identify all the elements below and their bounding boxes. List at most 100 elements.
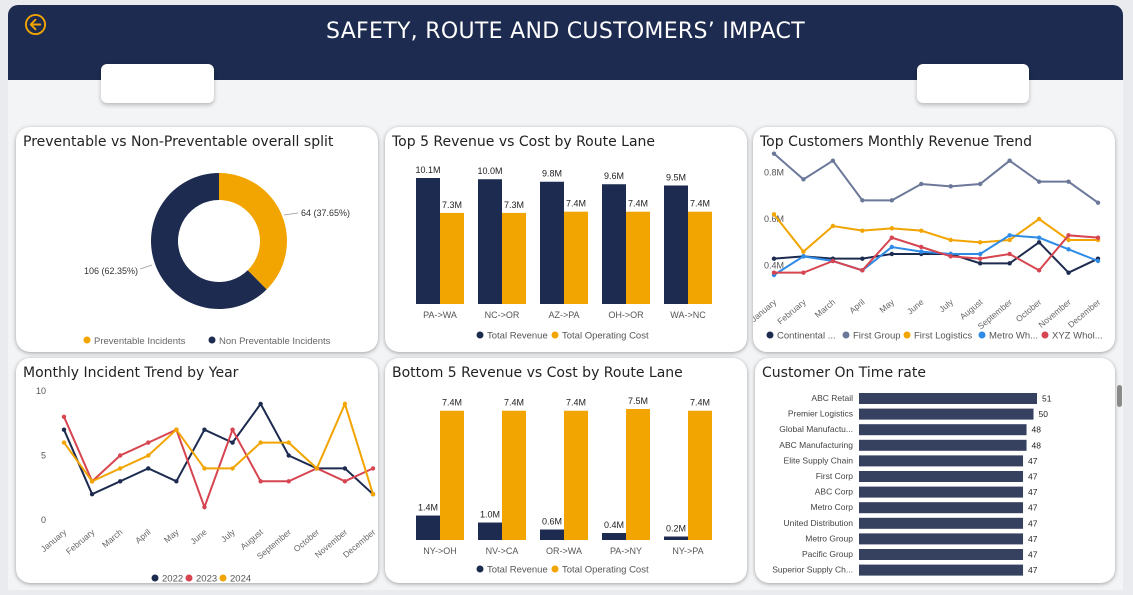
data-point <box>889 226 895 231</box>
data-point <box>1007 261 1012 266</box>
data-point <box>202 427 207 432</box>
donut-label: 106 (62.35%) <box>84 266 138 276</box>
data-point <box>771 151 777 156</box>
bar <box>564 211 588 304</box>
bar <box>688 211 712 304</box>
bar <box>859 439 1027 451</box>
x-tick-label: May <box>162 526 181 544</box>
bar <box>859 502 1024 514</box>
arrow-left-circle-icon[interactable] <box>24 13 47 36</box>
data-point <box>1007 233 1012 238</box>
legend-label: Total Operating Cost <box>562 331 649 342</box>
y-tick-label: Superior Supply Ch... <box>772 565 853 575</box>
bar-data-label: 7.5M <box>628 396 648 406</box>
incidents-title: Monthly Incident Trend by Year <box>23 365 239 381</box>
data-point <box>146 440 151 445</box>
top5-title: Top 5 Revenue vs Cost by Route Lane <box>392 134 656 150</box>
scrollbar-thumb[interactable] <box>1117 385 1122 407</box>
x-tick-label: June <box>905 297 926 317</box>
data-point <box>342 479 348 484</box>
legend-label: 2022 <box>162 574 183 584</box>
series-line <box>63 416 374 511</box>
bar-data-label: 47 <box>1028 550 1038 560</box>
bar-data-label: 0.4M <box>604 520 624 530</box>
bar <box>440 410 464 540</box>
y-tick-label: 0.4M <box>764 261 784 271</box>
legend-label: Total Operating Cost <box>562 565 649 576</box>
data-point <box>1036 268 1042 273</box>
data-point <box>1095 258 1101 264</box>
data-point <box>801 177 806 182</box>
y-tick-label: Premier Logistics <box>788 409 853 419</box>
y-tick-label: 5 <box>41 451 46 461</box>
data-point <box>1095 235 1101 240</box>
legend-label: Total Revenue <box>487 565 548 576</box>
data-point <box>1066 179 1071 184</box>
donut-title: Preventable vs Non-Preventable overall s… <box>23 134 334 150</box>
series-line <box>63 401 374 495</box>
data-point <box>314 466 320 471</box>
bar-data-label: 7.4M <box>566 398 586 408</box>
data-point <box>830 158 836 163</box>
bar <box>540 181 564 304</box>
y-tick-label: 0 <box>41 515 46 525</box>
data-point <box>977 256 983 261</box>
data-point <box>919 249 924 254</box>
bar-data-label: 48 <box>1032 425 1042 435</box>
data-point <box>977 251 983 257</box>
bar-data-label: 0.2M <box>666 524 686 534</box>
bar <box>540 529 564 540</box>
bar-data-label: 10.1M <box>415 165 440 175</box>
data-point <box>1036 216 1042 222</box>
legend-label: Total Revenue <box>487 331 548 342</box>
legend-swatch <box>208 336 216 344</box>
donut-slice <box>151 173 267 309</box>
bar-data-label: 47 <box>1028 503 1038 513</box>
x-tick-label: AZ->PA <box>548 310 579 320</box>
data-point <box>1007 251 1012 257</box>
slicer-right[interactable] <box>917 64 1029 103</box>
data-point <box>860 228 865 233</box>
bar <box>859 424 1027 436</box>
y-tick-label: 0.8M <box>764 167 784 177</box>
data-point <box>174 479 179 484</box>
legend-swatch <box>978 331 986 339</box>
y-tick-label: ABC Manufacturing <box>779 440 853 450</box>
y-tick-label: Metro Group <box>805 533 853 543</box>
data-point <box>202 504 207 510</box>
data-point <box>89 479 95 484</box>
data-point <box>61 427 67 432</box>
legend-label: 2023 <box>196 574 217 584</box>
legend-label: First Logistics <box>914 331 972 342</box>
bar <box>859 517 1024 529</box>
bar <box>478 179 502 304</box>
bar-data-label: 7.4M <box>566 199 586 209</box>
data-point <box>919 244 924 250</box>
data-point <box>948 237 953 243</box>
bar-data-label: 1.4M <box>418 503 438 513</box>
bar-data-label: 1.0M <box>480 510 500 520</box>
data-point <box>258 440 263 445</box>
top5-card: Top 5 Revenue vs Cost by Route Lane 10.1… <box>385 127 747 352</box>
series-line <box>773 213 1098 254</box>
x-tick-label: PA->NY <box>610 546 642 556</box>
bar-data-label: 7.4M <box>442 398 462 408</box>
data-point <box>889 251 895 257</box>
y-tick-label: ABC Corp <box>815 487 854 497</box>
bar <box>626 409 650 540</box>
data-point <box>146 453 151 458</box>
legend-swatch <box>766 331 774 339</box>
data-point <box>117 466 123 471</box>
legend-label: Continental ... <box>777 331 836 342</box>
data-point <box>889 198 895 203</box>
bar <box>859 549 1024 560</box>
bar <box>859 408 1034 420</box>
data-point <box>202 466 207 471</box>
data-point <box>860 198 865 203</box>
x-tick-label: NV->CA <box>486 546 519 556</box>
slicer-left[interactable] <box>101 64 214 103</box>
bar-data-label: 7.4M <box>504 398 524 408</box>
bar <box>859 486 1024 498</box>
bar-data-label: 0.6M <box>542 517 562 527</box>
